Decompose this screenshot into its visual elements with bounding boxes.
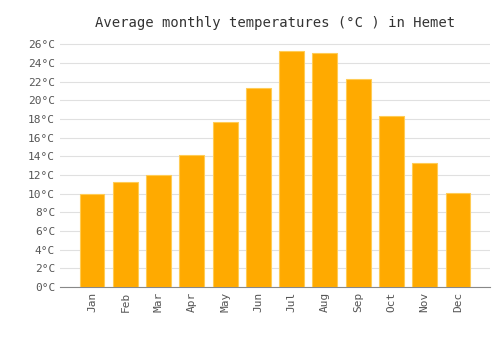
Bar xyxy=(212,122,238,287)
Bar xyxy=(113,182,138,287)
Bar xyxy=(146,175,171,287)
Title: Average monthly temperatures (°C ) in Hemet: Average monthly temperatures (°C ) in He… xyxy=(95,16,455,30)
Bar xyxy=(379,116,404,287)
Bar xyxy=(346,79,370,287)
Bar xyxy=(312,53,338,287)
Bar xyxy=(446,193,470,287)
Bar xyxy=(80,194,104,287)
Bar xyxy=(412,163,437,287)
Bar xyxy=(246,88,271,287)
Bar xyxy=(279,51,304,287)
Bar xyxy=(180,155,204,287)
